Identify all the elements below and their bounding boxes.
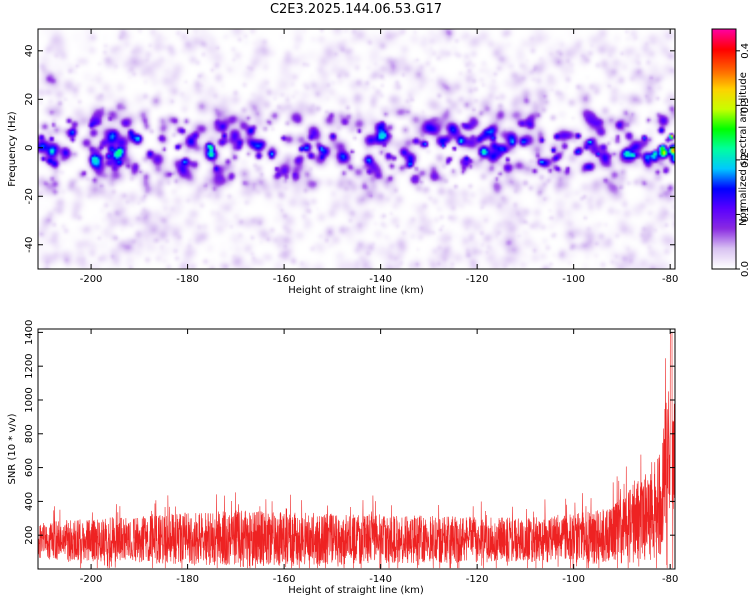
- colorbar-frame: [711, 28, 737, 270]
- y-tick-label: 0: [24, 145, 35, 151]
- colorbar-tick-label: 0.4: [740, 43, 750, 59]
- x-tick-label: -140: [369, 274, 392, 285]
- snr-series-line: [38, 332, 675, 569]
- x-tick-label: -160: [273, 274, 296, 285]
- x-tick-label: -180: [176, 274, 199, 285]
- snr-panel: -200 -180 -160 -140 -120 -100 -80 200 400 600 800…: [7, 320, 678, 596]
- spectrogram-panel: -200 -180 -160 -140 -120 -100 -80 -40-2002040 …: [7, 28, 678, 296]
- snr-y-ticks: 200 400 600 800 1000 1200 1400: [24, 320, 675, 545]
- figure-title: C2E3.2025.144.06.53.G17: [270, 2, 442, 17]
- x-tick-label: -180: [176, 574, 199, 585]
- x-tick-label: -120: [466, 274, 489, 285]
- y-tick-label: 200: [24, 526, 35, 545]
- colorbar-tick-label: 0.2: [740, 152, 750, 168]
- colorbar-gradient: [712, 29, 736, 269]
- x-tick-label: -100: [562, 274, 585, 285]
- x-tick-label: -200: [80, 274, 103, 285]
- colorbar-tick-label: 0.0: [740, 261, 750, 277]
- spectrogram-heatmap: [38, 29, 675, 269]
- colorbar-ticks: 0.0 0.1 0.2 0.3 0.4: [736, 43, 750, 277]
- y-tick-label: 20: [24, 93, 35, 106]
- y-tick-label: 1400: [24, 320, 35, 345]
- y-tick-label: 800: [24, 424, 35, 443]
- spectrogram-x-ticks: -200 -180 -160 -140 -120 -100 -80: [80, 29, 678, 285]
- y-tick-label: -20: [24, 188, 35, 204]
- x-tick-label: -160: [273, 574, 296, 585]
- x-tick-label: -80: [662, 574, 678, 585]
- x-tick-label: -140: [369, 574, 392, 585]
- y-tick-label: 600: [24, 458, 35, 477]
- y-tick-label: 40: [24, 44, 35, 57]
- spectrogram-xlabel: Height of straight line (km): [288, 285, 424, 296]
- spectrogram-ylabel: Frequency (Hz): [7, 111, 18, 187]
- y-tick-label: 400: [24, 492, 35, 511]
- x-tick-label: -120: [466, 574, 489, 585]
- colorbar: 0.0 0.1 0.2 0.3 0.4 Normalized spectral ampl…: [711, 28, 750, 277]
- x-tick-label: -200: [80, 574, 103, 585]
- snr-xlabel: Height of straight line (km): [288, 585, 424, 596]
- spectrogram-y-ticks: -40 -20 0 20 40: [24, 44, 675, 253]
- colorbar-tick-label: 0.3: [740, 97, 750, 113]
- x-tick-label: -100: [562, 574, 585, 585]
- snr-x-ticks: -200 -180 -160 -140 -120 -100 -80: [80, 329, 678, 585]
- snr-frame: [37, 328, 676, 570]
- spectrogram-frame: [37, 28, 676, 270]
- y-tick-label: 1000: [24, 387, 35, 412]
- colorbar-label: Normalized spectral amplitude: [738, 72, 749, 226]
- colorbar-tick-label: 0.1: [740, 207, 750, 223]
- x-tick-label: -80: [662, 274, 678, 285]
- y-tick-label: -40: [24, 237, 35, 253]
- snr-ylabel: SNR (10 * v/v): [7, 413, 18, 484]
- y-tick-label: 1200: [24, 353, 35, 378]
